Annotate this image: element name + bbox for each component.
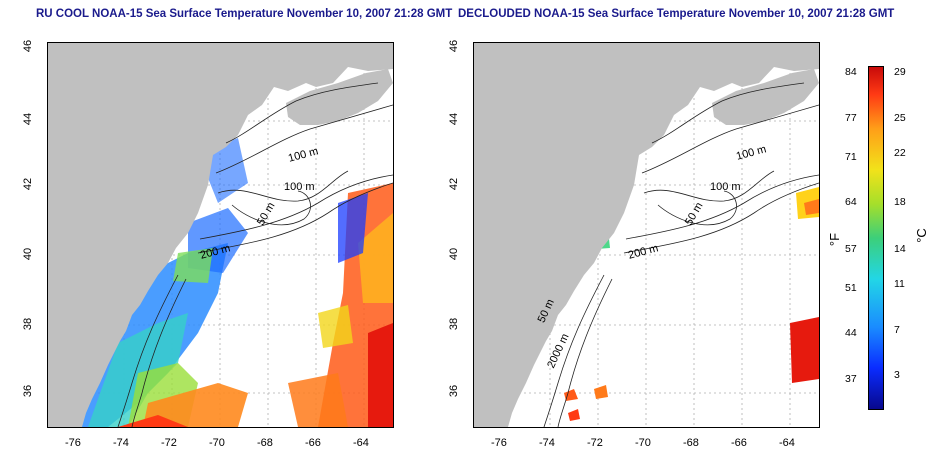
left-panel-title: RU COOL NOAA-15 Sea Surface Temperature …	[36, 8, 453, 20]
right-panel-title: DECLOUDED NOAA-15 Sea Surface Temperatur…	[458, 8, 895, 20]
contour-label-100m-b: 100 m	[284, 181, 315, 193]
contour-label-100m-b: 100 m	[710, 181, 741, 193]
nova-scotia	[286, 69, 393, 125]
x-tick-right-70: -70	[635, 437, 651, 449]
y-tick-left-38: 38	[22, 317, 34, 331]
x-tick-left-74: -74	[113, 437, 129, 449]
nova-scotia	[712, 69, 819, 125]
colorbar-c-11: 11	[894, 278, 905, 290]
land-mass	[48, 43, 393, 427]
land-mass	[474, 43, 819, 427]
colorbar-c-29: 29	[894, 66, 906, 78]
bathymetry-contours	[117, 82, 393, 427]
right-map-panel: 100 m 100 m 50 m 200 m 50 m 2000 m	[473, 42, 820, 428]
x-tick-right-74: -74	[539, 437, 555, 449]
x-tick-left-72: -72	[161, 437, 177, 449]
temperature-colorbar	[868, 66, 884, 410]
colorbar-c-18: 18	[894, 196, 906, 208]
unit-celsius: °C	[913, 228, 929, 243]
colorbar-f-71: 71	[845, 151, 857, 163]
bathymetry-contours	[543, 82, 819, 427]
unit-fahrenheit: °F	[827, 232, 843, 247]
y-tick-left-42: 42	[22, 177, 34, 191]
colorbar-c-7: 7	[894, 324, 900, 336]
y-tick-left-44: 44	[22, 112, 34, 126]
y-tick-left-40: 40	[22, 247, 34, 261]
x-tick-left-76: -76	[65, 437, 81, 449]
left-map-panel: 100 m 100 m 50 m 200 m	[47, 42, 394, 428]
colorbar-f-44: 44	[845, 327, 857, 339]
y-tick-right-44: 44	[448, 112, 460, 126]
left-map-svg	[48, 43, 393, 427]
y-tick-left-36: 36	[22, 384, 34, 398]
x-tick-left-66: -66	[305, 437, 321, 449]
x-tick-left-68: -68	[257, 437, 273, 449]
colorbar-f-51: 51	[845, 282, 857, 294]
x-tick-right-66: -66	[731, 437, 747, 449]
colorbar-f-64: 64	[845, 196, 857, 208]
y-tick-right-46: 46	[448, 39, 460, 53]
colorbar-f-84: 84	[845, 66, 857, 78]
x-tick-right-68: -68	[683, 437, 699, 449]
y-tick-left-46: 46	[22, 39, 34, 53]
x-tick-left-70: -70	[209, 437, 225, 449]
x-tick-right-64: -64	[779, 437, 795, 449]
colorbar-f-57: 57	[845, 243, 857, 255]
y-tick-right-38: 38	[448, 317, 460, 331]
colorbar-c-3: 3	[894, 369, 900, 381]
colorbar-f-37: 37	[845, 373, 857, 385]
y-tick-right-42: 42	[448, 177, 460, 191]
right-map-svg	[474, 43, 819, 427]
x-tick-right-76: -76	[491, 437, 507, 449]
colorbar-c-22: 22	[894, 147, 906, 159]
x-tick-right-72: -72	[587, 437, 603, 449]
colorbar-c-14: 14	[894, 243, 906, 255]
colorbar-c-25: 25	[894, 112, 906, 124]
y-tick-right-36: 36	[448, 384, 460, 398]
colorbar-f-77: 77	[845, 112, 857, 124]
x-tick-left-64: -64	[353, 437, 369, 449]
y-tick-right-40: 40	[448, 247, 460, 261]
